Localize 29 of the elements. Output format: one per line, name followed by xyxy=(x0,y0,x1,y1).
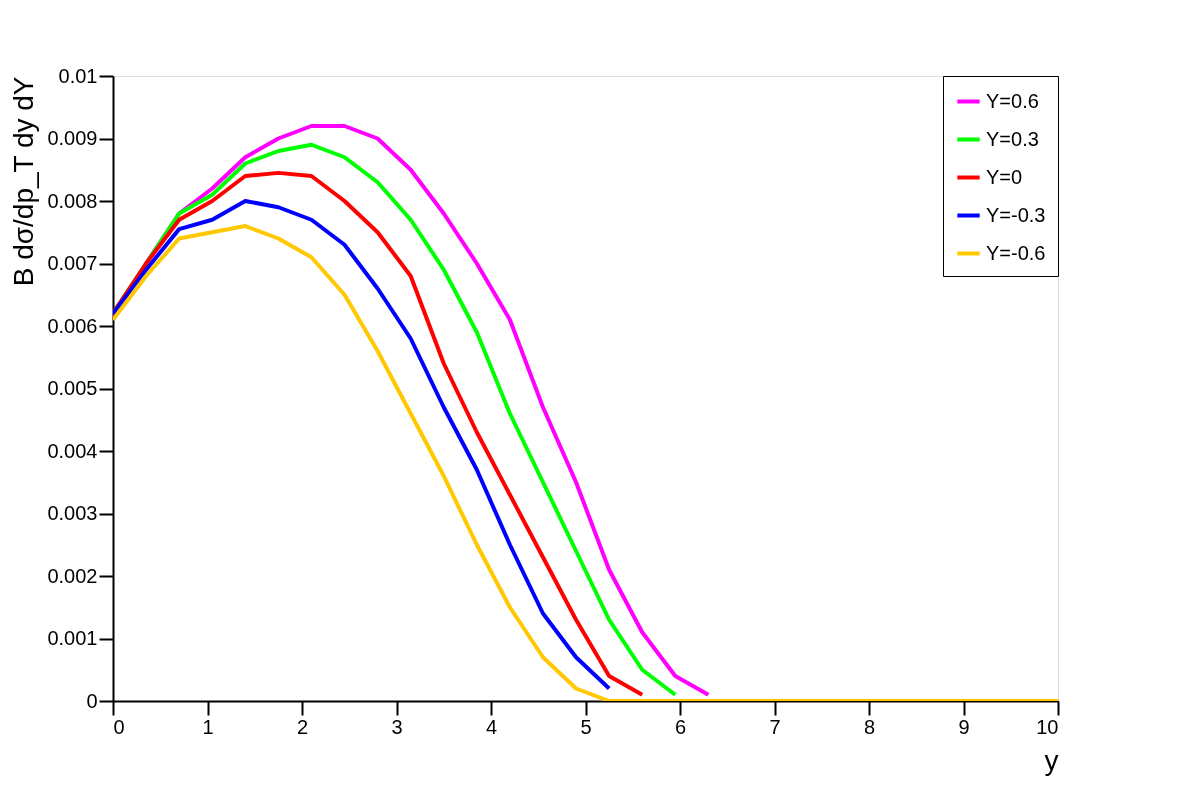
y-tick-label: 0.006 xyxy=(47,314,98,337)
y-tick-label: 0.008 xyxy=(47,189,98,212)
x-tick-label: 5 xyxy=(580,715,592,738)
y-tick-label: 0.009 xyxy=(47,127,98,149)
x-tick-label: 7 xyxy=(769,715,781,738)
y-tick-label: 0.002 xyxy=(47,564,98,587)
y-tick-label: 0 xyxy=(86,689,98,712)
x-tick-label: 8 xyxy=(863,715,876,738)
x-tick-label: 3 xyxy=(391,715,403,738)
legend-label: Y=-0.3 xyxy=(986,203,1046,226)
x-axis-title: y xyxy=(1044,744,1059,776)
y-axis-title: B dσ/dp_T dy dY xyxy=(8,76,40,287)
x-tick-label: 4 xyxy=(485,715,498,738)
x-tick-label: 1 xyxy=(202,715,214,738)
legend-label: Y=0.3 xyxy=(986,127,1039,150)
x-tick-label: 0 xyxy=(113,715,125,738)
y-tick-label: 0.007 xyxy=(47,252,98,274)
y-tick-label: 0.004 xyxy=(47,439,98,462)
x-tick-label: 6 xyxy=(674,715,687,738)
legend-label: Y=0.6 xyxy=(986,89,1039,112)
legend-label: Y=0 xyxy=(986,165,1023,188)
y-tick-label: 0.01 xyxy=(58,64,98,87)
y-tick-label: 0.003 xyxy=(47,502,98,524)
x-tick-label: 10 xyxy=(1036,715,1059,738)
x-tick-label: 2 xyxy=(296,715,309,738)
legend-label: Y=-0.6 xyxy=(986,241,1046,264)
x-tick-label: 9 xyxy=(958,715,970,738)
y-tick-label: 0.005 xyxy=(47,377,98,399)
y-tick-label: 0.001 xyxy=(47,627,98,649)
